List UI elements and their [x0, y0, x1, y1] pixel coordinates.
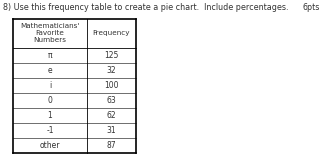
Text: 100: 100 — [104, 81, 119, 90]
Text: other: other — [40, 141, 60, 150]
Text: Frequency: Frequency — [93, 30, 130, 37]
Text: 1: 1 — [48, 111, 52, 120]
Text: e: e — [48, 66, 52, 75]
Text: Mathematicians'
Favorite
Numbers: Mathematicians' Favorite Numbers — [20, 23, 80, 44]
Text: 32: 32 — [107, 66, 116, 75]
Text: -1: -1 — [46, 126, 54, 135]
Text: i: i — [49, 81, 51, 90]
Text: 6pts: 6pts — [302, 3, 320, 12]
Text: π: π — [48, 51, 52, 60]
Text: 125: 125 — [104, 51, 119, 60]
Text: 62: 62 — [107, 111, 116, 120]
Text: 0: 0 — [47, 96, 53, 105]
Text: 63: 63 — [107, 96, 116, 105]
Text: 8) Use this frequency table to create a pie chart.  Include percentages.: 8) Use this frequency table to create a … — [3, 3, 289, 12]
Text: 87: 87 — [107, 141, 116, 150]
Text: 31: 31 — [107, 126, 116, 135]
